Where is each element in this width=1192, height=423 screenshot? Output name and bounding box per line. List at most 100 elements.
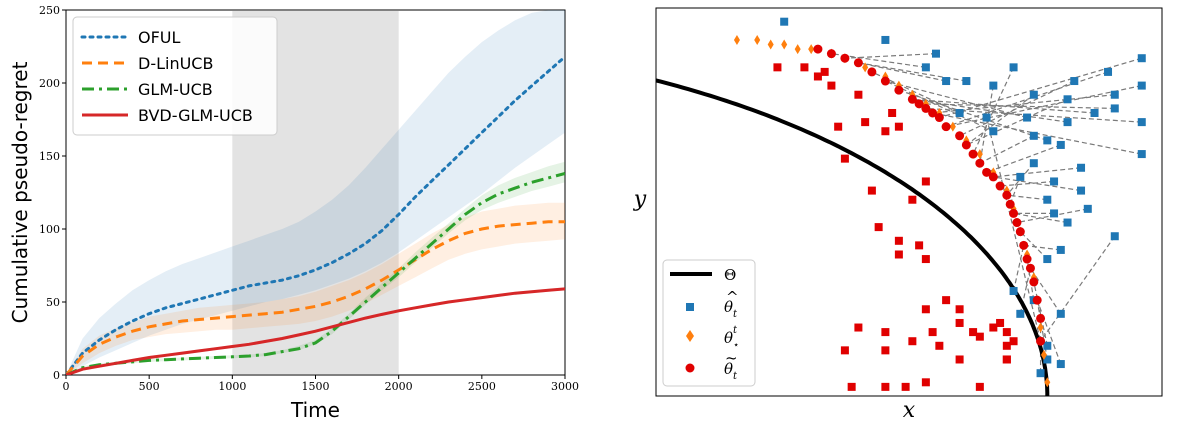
estimate-point (1043, 341, 1052, 350)
projected-circle-point (826, 49, 836, 59)
projected-circle-point (955, 131, 965, 141)
estimate-link (912, 98, 1068, 123)
projected-circle-point (968, 149, 978, 159)
projected-circle-point (840, 53, 850, 63)
projected-point (881, 328, 890, 337)
true-parameter-point (949, 121, 956, 132)
legend-box (72, 16, 278, 136)
legend-theta-label: Θ (724, 266, 736, 284)
projected-point (854, 90, 863, 99)
line-d-linucb (66, 220, 565, 375)
estimate-point (931, 49, 940, 58)
projected-circle-point (1019, 240, 1029, 250)
estimate-point (1023, 113, 1032, 122)
estimate-link (979, 85, 994, 164)
legend-star-sup: t (733, 325, 738, 336)
projected-point (1002, 355, 1011, 364)
estimate-point (921, 63, 930, 72)
projected-circle-point (1015, 227, 1025, 237)
projected-point (881, 127, 890, 136)
projected-circle-point (995, 181, 1005, 191)
estimate-point (1063, 218, 1072, 227)
projected-point (874, 223, 883, 232)
estimate-link (986, 144, 1062, 173)
line-bvd-glm-ucb (66, 287, 565, 375)
line-oful (66, 55, 565, 375)
projected-point (975, 382, 984, 391)
estimate-point (1104, 67, 1113, 76)
estimate-point (989, 81, 998, 90)
estimate-point (1110, 104, 1119, 113)
projected-circle-point (1032, 295, 1042, 305)
legend-hat-sub: t (733, 309, 738, 320)
projected-circle-point (961, 140, 971, 150)
projected-circle-point (1025, 263, 1035, 273)
estimate-link (993, 176, 1082, 192)
legend-tilde-sub: t (733, 371, 738, 382)
legend-label: GLM-UCB (138, 80, 213, 99)
projected-circle-point (894, 85, 904, 95)
estimate-point (1070, 77, 1079, 86)
projected-point (1002, 341, 1011, 350)
estimate-link (844, 53, 937, 59)
projected-point (935, 341, 944, 350)
estimate-link (919, 103, 1115, 110)
y-tick-label: 0 (53, 369, 60, 382)
projected-point (854, 323, 863, 332)
projected-point (955, 305, 964, 314)
projected-circle-point (1036, 313, 1046, 323)
projected-point (989, 323, 998, 332)
projected-point (921, 305, 930, 314)
projected-circle-point (853, 58, 863, 68)
projected-circle-point (934, 113, 944, 123)
projected-point (915, 241, 924, 250)
estimate-link (858, 62, 947, 82)
estimate-point (1036, 369, 1045, 378)
legend-square-swatch (686, 303, 694, 311)
projected-point (894, 122, 903, 131)
theta-arc (656, 78, 1050, 396)
x-tick-label: 1500 (302, 380, 330, 393)
estimate-link (1009, 176, 1021, 205)
projected-circle-point (907, 94, 917, 104)
legend-hat-label: θ (724, 298, 733, 316)
estimate-link (1023, 244, 1061, 251)
estimate-point (1110, 90, 1119, 99)
estimate-point (1043, 195, 1052, 204)
x-tick-label: 2000 (385, 380, 413, 393)
legend-star-label: θ (724, 329, 733, 347)
estimate-point (780, 17, 789, 26)
estimate-point (1043, 136, 1052, 145)
estimate-point (1063, 118, 1072, 127)
projected-point (847, 382, 856, 391)
scatter-points (733, 17, 1146, 391)
projected-point (921, 378, 930, 387)
projected-point (908, 337, 917, 346)
projected-point (820, 67, 829, 76)
true-parameter-point (794, 44, 801, 55)
estimate-point (1009, 63, 1018, 72)
projected-point (861, 118, 870, 127)
legend-tilde-label: θ (724, 360, 733, 378)
projected-circle-point (982, 167, 992, 177)
estimate-link (1029, 267, 1062, 315)
estimate-link (966, 98, 1068, 146)
projected-point (773, 63, 782, 72)
scatter-legend: Θθ^tθ t⋆θ~t (662, 259, 756, 387)
projected-point (908, 195, 917, 204)
estimate-point (955, 108, 964, 117)
projected-circle-point (880, 76, 890, 86)
projected-point (813, 72, 822, 81)
y-tick-label: 100 (39, 223, 60, 236)
parameter-scatter: x y Θθ^tθ t⋆θ~t (633, 7, 1163, 423)
true-parameter-point (1044, 377, 1051, 388)
projected-point (955, 318, 964, 327)
y-axis-label: y (633, 187, 647, 212)
estimate-link (898, 89, 1048, 141)
legend-hat-accent: ^ (726, 288, 739, 306)
estimate-point (1056, 309, 1065, 318)
projected-point (928, 328, 937, 337)
legend-diamond-swatch (686, 330, 694, 342)
legend-label: BVD-GLM-UCB (138, 106, 253, 125)
projected-point (881, 382, 890, 391)
